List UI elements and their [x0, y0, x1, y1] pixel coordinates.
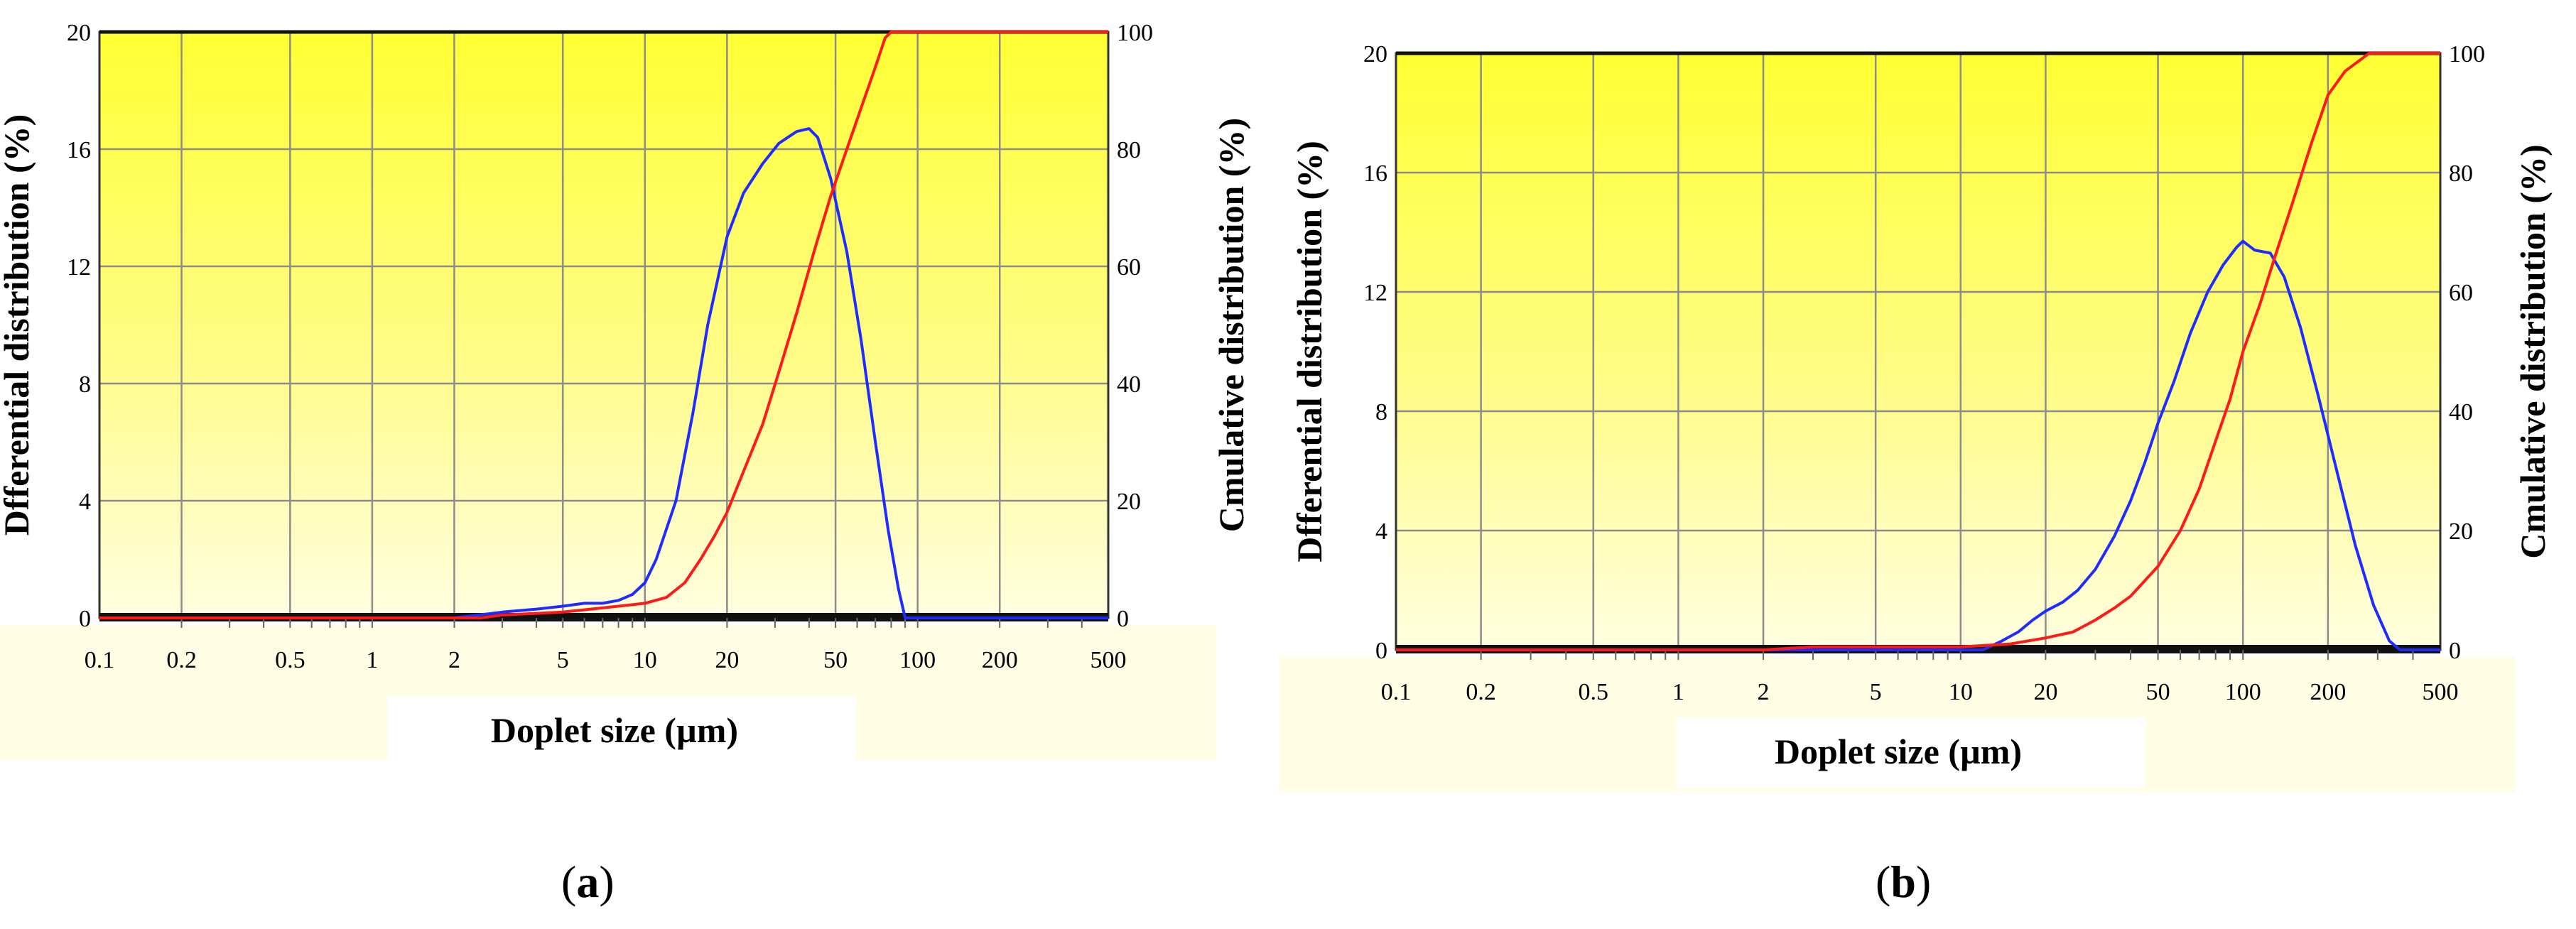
x-tick-label: 10 — [1949, 679, 1973, 705]
plot-area — [99, 32, 1108, 618]
x-tick-label: 50 — [2146, 679, 2170, 705]
y-left-tick-label: 0 — [1375, 638, 1387, 664]
y-right-tick-label: 40 — [2449, 399, 2473, 425]
y-right-axis-title: Cmulative distribution (%) — [2513, 144, 2553, 558]
differential-series-line — [1396, 239, 2440, 651]
x-tick-label: 200 — [982, 647, 1018, 673]
y-left-tick-label: 16 — [67, 137, 91, 163]
x-tick-label: 2 — [448, 647, 460, 673]
y-right-tick-label: 0 — [1117, 606, 1129, 632]
xlabel-box — [1677, 717, 2145, 788]
differential-series-line — [99, 127, 1108, 619]
x-tick-label: 20 — [715, 647, 739, 673]
y-left-tick-label: 12 — [1363, 280, 1387, 306]
xlabel-box — [387, 696, 856, 767]
y-right-tick-label: 60 — [1117, 254, 1141, 281]
y-left-tick-label: 16 — [1363, 161, 1387, 187]
y-right-tick-label: 40 — [1117, 371, 1141, 398]
x-tick-label: 0.1 — [1381, 679, 1412, 705]
y-left-tick-label: 0 — [79, 606, 91, 632]
y-left-tick-label: 4 — [1375, 518, 1387, 545]
y-right-tick-label: 60 — [2449, 280, 2473, 306]
x-tick-label: 100 — [899, 647, 936, 673]
panel-label-a: (a) — [561, 857, 615, 907]
x-tick-label: 0.1 — [85, 647, 115, 673]
y-right-tick-label: 80 — [1117, 137, 1141, 163]
chart-b: 0.1 0.2 0.5 1 2 5 10 20 50 100 200 5000481216200204… — [1279, 41, 2553, 792]
x-tick-label: 0.2 — [1466, 679, 1496, 705]
x-tick-label: 20 — [2033, 679, 2057, 705]
y-right-tick-label: 100 — [1117, 20, 1153, 46]
y-right-tick-label: 20 — [2449, 518, 2473, 545]
y-left-axis-title: Dfferential distribution (%) — [1289, 141, 1329, 562]
cumulative-series-line — [99, 31, 1108, 619]
y-left-tick-label: 8 — [79, 371, 91, 398]
y-right-axis-title: Cmulative distribution (%) — [1211, 118, 1251, 532]
x-tick-label: 5 — [1870, 679, 1882, 705]
y-left-tick-label: 12 — [67, 254, 91, 281]
y-left-axis-title: Dfferential distribution (%) — [0, 114, 36, 536]
x-tick-label: 0.5 — [275, 647, 305, 673]
y-right-tick-label: 100 — [2449, 41, 2485, 67]
y-left-tick-label: 20 — [1363, 41, 1387, 67]
x-tick-label: 0.2 — [166, 647, 197, 673]
x-tick-label: 500 — [2423, 679, 2459, 705]
x-tick-label: 100 — [2225, 679, 2261, 705]
y-right-tick-label: 80 — [2449, 161, 2473, 187]
x-axis-title: Doplet size (µm) — [491, 710, 738, 750]
plot-area — [1396, 53, 2440, 650]
x-tick-label: 200 — [2310, 679, 2346, 705]
x-tick-label: 1 — [366, 647, 378, 673]
x-tick-label: 2 — [1758, 679, 1770, 705]
x-tick-label: 500 — [1091, 647, 1127, 673]
x-tick-label: 5 — [557, 647, 569, 673]
y-left-tick-label: 8 — [1375, 399, 1387, 425]
y-right-tick-label: 0 — [2449, 638, 2461, 664]
x-tick-label: 1 — [1672, 679, 1684, 705]
y-right-tick-label: 20 — [1117, 489, 1141, 515]
x-tick-label: 10 — [633, 647, 657, 673]
y-left-tick-label: 20 — [67, 20, 91, 46]
panel-label-b: (b) — [1876, 857, 1932, 907]
x-tick-label: 50 — [823, 647, 848, 673]
x-axis-title: Doplet size (µm) — [1775, 732, 2022, 771]
chart-a: 0.1 0.2 0.5 1 2 5 10 20 50 100 200 5000481216200204… — [0, 20, 1251, 767]
cumulative-series-line — [1396, 52, 2440, 651]
y-left-tick-label: 4 — [79, 489, 91, 515]
x-tick-label: 0.5 — [1579, 679, 1609, 705]
